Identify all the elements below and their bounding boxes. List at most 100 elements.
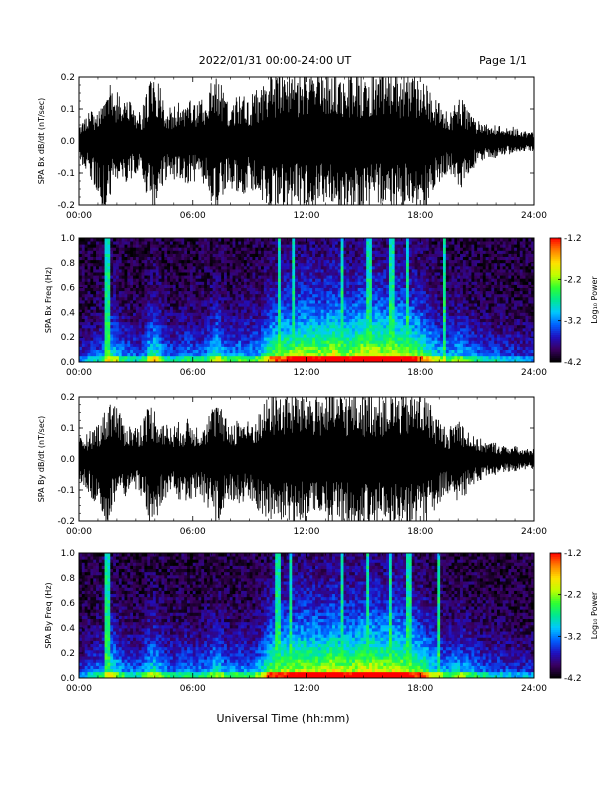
- spectrogram-cell: [394, 306, 398, 310]
- spectrogram-cell: [98, 265, 103, 270]
- spectrogram-cell: [164, 303, 168, 307]
- spectrogram-cell: [187, 275, 191, 279]
- spectrogram-cell: [312, 296, 316, 301]
- spectrogram-cell: [374, 265, 378, 270]
- spectrogram-cell: [229, 296, 233, 301]
- spectrogram-cell: [332, 247, 336, 251]
- spectrogram-cell: [164, 296, 168, 301]
- spectrogram-cell: [101, 272, 105, 276]
- spectrogram-cell: [349, 290, 353, 295]
- spectrogram-cell: [386, 238, 390, 242]
- spectrogram-cell: [323, 318, 327, 323]
- spectrogram-cell: [93, 312, 97, 316]
- spectrogram-cell: [380, 253, 384, 257]
- spectrogram-cell: [349, 284, 353, 288]
- spectrogram-cell: [87, 355, 91, 360]
- spectrogram-cell: [206, 352, 211, 357]
- spectrogram-cell: [292, 346, 296, 350]
- spectrogram-cell: [192, 331, 196, 335]
- spectrogram-cell: [206, 287, 211, 292]
- spectrogram-cell: [400, 253, 404, 257]
- spectrogram-cell: [269, 262, 273, 267]
- spectrogram-cell: [87, 272, 91, 276]
- spectrogram-cell: [167, 309, 171, 313]
- spectrogram-cell: [127, 355, 131, 360]
- spectrogram-cell: [90, 334, 94, 338]
- spectrogram-cell: [81, 253, 86, 257]
- spectrogram-cell: [124, 287, 128, 292]
- spectrogram-cell: [243, 312, 248, 316]
- spectrogram-cell: [158, 269, 162, 273]
- spectrogram-cell: [81, 290, 86, 295]
- spectrogram-cell: [320, 312, 324, 316]
- spectrogram-cell: [383, 309, 387, 313]
- spectrogram-cell: [98, 293, 103, 298]
- spectrogram-cell: [266, 293, 270, 298]
- spectrogram-cell: [423, 290, 427, 295]
- spectrogram-cell: [101, 318, 105, 323]
- spectrogram-cell: [283, 337, 287, 341]
- spectrogram-cell: [300, 355, 305, 360]
- spectrogram-cell: [269, 241, 273, 245]
- spectrogram-cell: [226, 315, 231, 319]
- spectrogram-cell: [178, 293, 182, 298]
- spectrogram-cell: [121, 290, 125, 295]
- spectrogram-cell: [258, 244, 262, 248]
- spectrogram-cell: [218, 281, 222, 285]
- spectrogram-cell: [204, 337, 208, 341]
- spectrogram-cell: [90, 327, 94, 332]
- spectrogram-cell: [107, 309, 111, 313]
- spectrogram-cell: [261, 284, 265, 288]
- spectrogram-cell: [141, 346, 145, 350]
- spectrogram-cell: [309, 327, 313, 332]
- spectrogram-cell: [130, 318, 134, 323]
- spectrogram-cell: [278, 253, 282, 257]
- spectrogram-cell: [221, 331, 225, 335]
- spectrogram-cell: [406, 265, 410, 270]
- spectrogram-cell: [300, 265, 305, 270]
- spectrogram-cell: [297, 284, 302, 288]
- spectrogram-cell: [295, 250, 299, 254]
- spectrogram-cell: [152, 300, 157, 304]
- spectrogram-cell: [278, 300, 282, 304]
- spectrogram-cell: [224, 269, 228, 273]
- spectrogram-cell: [329, 331, 333, 335]
- spectrogram-cell: [98, 275, 103, 279]
- spectrogram-cell: [204, 275, 208, 279]
- spectrogram-cell: [124, 303, 128, 307]
- spectrogram-cell: [357, 256, 361, 261]
- spectrogram-cell: [346, 327, 350, 332]
- spectrogram-cell: [374, 244, 378, 248]
- spectrogram-cell: [79, 303, 83, 307]
- spectrogram-cell: [383, 284, 387, 288]
- spectrogram-cell: [241, 334, 245, 338]
- spectrogram-cell: [150, 318, 154, 323]
- spectrogram-cell: [337, 337, 342, 341]
- spectrogram-cell: [295, 269, 299, 273]
- spectrogram-cell: [289, 278, 293, 282]
- spectrogram-cell: [420, 244, 424, 248]
- spectrogram-cell: [312, 278, 316, 282]
- spectrogram-cell: [309, 290, 313, 295]
- spectrogram-cell: [218, 300, 222, 304]
- spectrogram-cell: [357, 241, 361, 245]
- spectrogram-cell: [371, 327, 376, 332]
- spectrogram-cell: [360, 241, 364, 245]
- spectrogram-cell: [391, 340, 396, 344]
- spectrogram-cell: [133, 247, 137, 251]
- spectrogram-cell: [172, 247, 177, 251]
- spectrogram-cell: [147, 306, 151, 310]
- spectrogram-cell: [118, 269, 123, 273]
- spectrogram-cell: [104, 275, 108, 279]
- spectrogram-cell: [84, 327, 88, 332]
- spectrogram-cell: [215, 340, 219, 344]
- spectrogram-cell: [369, 303, 373, 307]
- spectrogram-cell: [371, 300, 376, 304]
- spectrogram-cell: [360, 259, 364, 264]
- spectrogram-cell: [135, 247, 140, 251]
- spectrogram-cell: [323, 327, 327, 332]
- spectrogram-cell: [158, 256, 162, 261]
- spectrogram-cell: [317, 343, 322, 347]
- spectrogram-cell: [133, 334, 137, 338]
- spectrogram-cell: [414, 244, 418, 248]
